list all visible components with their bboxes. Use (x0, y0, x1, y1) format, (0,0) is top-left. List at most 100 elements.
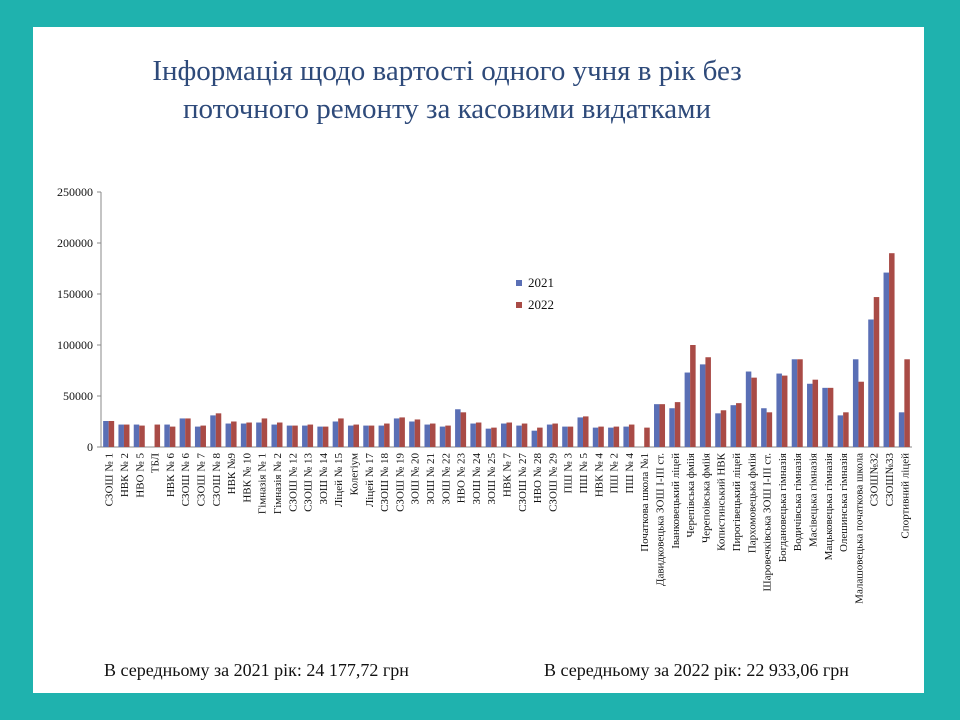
bar-2022 (215, 413, 222, 447)
bar-2021 (654, 404, 660, 447)
legend-label-2022: 2022 (528, 297, 554, 312)
bar-2022 (353, 424, 359, 447)
bar-2022 (460, 412, 467, 447)
category-label: Копистинський НВК (716, 452, 728, 551)
y-tick-label: 200000 (57, 236, 93, 250)
bar-2021 (531, 430, 538, 447)
average-2022-text: В середньому за 2022 рік: 22 933,06 грн (544, 660, 849, 680)
category-label: НВК № 6 (165, 453, 177, 498)
bar-2022 (720, 410, 727, 447)
bar-2021 (546, 424, 553, 447)
category-label: ТБЛ (150, 452, 162, 473)
bar-2022 (781, 375, 788, 447)
bar-2021 (883, 272, 890, 447)
slide (33, 27, 924, 693)
bar-2021 (317, 426, 323, 447)
category-label: НВК №9 (226, 453, 238, 495)
bar-2022 (445, 425, 451, 447)
bar-2021 (164, 424, 170, 447)
chart-title-line-2: поточного ремонту за касовими видатками (183, 93, 711, 125)
category-label: НВК № 7 (502, 453, 514, 498)
bar-2021 (699, 364, 706, 447)
bar-2021 (409, 421, 415, 447)
category-label: ПШ № 2 (609, 453, 621, 494)
bar-2021 (363, 425, 369, 447)
bar-2022 (889, 253, 895, 447)
category-label: Масівецька гімназія (808, 453, 820, 547)
bar-2022 (261, 418, 268, 447)
bar-2021 (684, 372, 691, 447)
bar-2022 (552, 423, 558, 447)
bar-2021 (852, 359, 859, 447)
bar-2021 (470, 423, 476, 447)
bar-2022 (674, 402, 681, 447)
bar-2021 (347, 425, 354, 447)
category-label: Іванковецький ліцей (670, 453, 682, 549)
bar-2021 (286, 425, 293, 447)
category-label: Олешинська гімназія (838, 453, 850, 552)
bar-2021 (776, 373, 782, 447)
category-label: ЗОШ № 25 (486, 453, 498, 505)
bar-2021 (271, 424, 277, 447)
bar-2022 (368, 425, 375, 447)
bar-2021 (133, 424, 140, 447)
category-label: ПШ № 4 (624, 453, 636, 494)
category-label: Ліцей № 15 (333, 453, 345, 508)
bar-2021 (439, 426, 446, 447)
bar-2021 (715, 413, 721, 447)
y-tick-label: 0 (87, 440, 93, 454)
bar-2021 (516, 425, 522, 447)
bar-2021 (378, 425, 385, 447)
bar-2022 (399, 417, 405, 447)
y-tick-label: 250000 (57, 185, 93, 199)
bar-2021 (822, 387, 828, 447)
category-label: Гімназія № 1 (257, 453, 269, 514)
legend-label-2021: 2021 (528, 275, 554, 290)
bar-2021 (302, 425, 308, 447)
bar-2022 (276, 422, 283, 447)
bar-2021 (455, 409, 461, 447)
category-label: НВК № 10 (241, 453, 253, 503)
category-label: Черепівська фміія (685, 453, 697, 537)
bar-2022 (644, 427, 650, 447)
category-label: СЗОШ № 19 (394, 453, 406, 512)
category-label: НВК № 4 (593, 453, 605, 498)
category-label: Гімназія № 2 (272, 453, 284, 514)
bar-2021 (332, 421, 339, 447)
category-label: Давидковецька ЗОШ І-ІІІ ст. (655, 453, 667, 586)
bar-2021 (669, 408, 675, 447)
bar-2021 (118, 424, 124, 447)
bar-2022 (766, 412, 773, 447)
bar-2022 (583, 416, 589, 447)
category-label: СЗОШ № 18 (379, 453, 391, 512)
category-label: Пархомовецька фміія (746, 453, 758, 553)
bar-2021 (393, 418, 400, 447)
bar-2022 (705, 357, 711, 447)
bar-2022 (169, 426, 176, 447)
category-label: СЗОШ № 8 (211, 453, 223, 507)
category-label: ПШ № 5 (578, 453, 590, 494)
legend-swatch-2022 (516, 302, 522, 308)
bar-2021 (577, 417, 584, 447)
chart-title-line-1: Інформація щодо вартості одного учня в р… (152, 55, 742, 87)
category-label: ЗОШ № 22 (440, 453, 452, 505)
y-tick-label: 100000 (57, 338, 93, 352)
bar-2021 (608, 427, 614, 447)
category-label: Водичівська гімназія (792, 453, 804, 551)
bar-2021 (761, 408, 767, 447)
bar-2021 (898, 412, 905, 447)
category-label: НВО № 23 (456, 453, 468, 504)
category-label: ЗОШ № 20 (410, 453, 422, 505)
bar-2022 (751, 377, 757, 447)
category-label: СЗОШ № 13 (303, 453, 315, 512)
category-label: НВО № 28 (532, 453, 544, 504)
bar-2021 (791, 359, 798, 447)
bar-2022 (613, 426, 620, 447)
bar-2022 (521, 423, 528, 447)
bar-2022 (843, 412, 849, 447)
bar-2021 (562, 426, 568, 447)
bar-2022 (185, 418, 191, 447)
bar-2022 (231, 421, 237, 447)
y-tick-label: 150000 (57, 287, 93, 301)
